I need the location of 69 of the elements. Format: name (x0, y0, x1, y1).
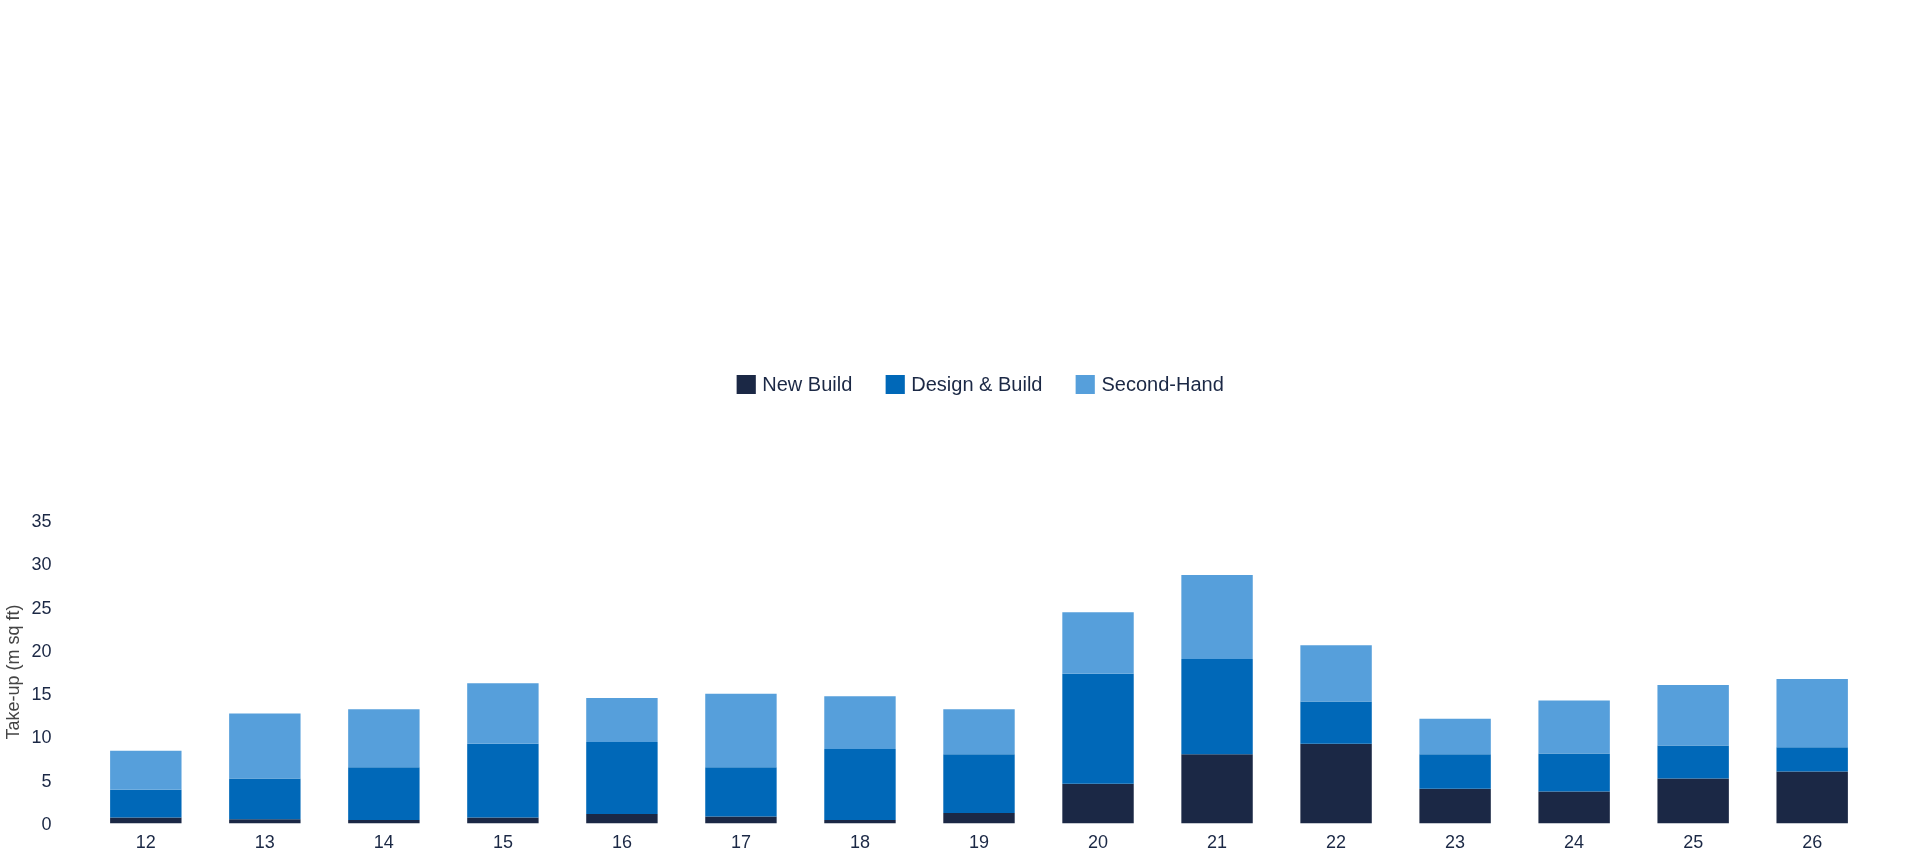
bar (467, 683, 539, 744)
x-tick-label: 23 (1445, 831, 1466, 852)
bar (1181, 659, 1253, 755)
x-tick-label: 12 (135, 831, 156, 852)
x-tick-label: 20 (1088, 831, 1109, 852)
bar (1300, 701, 1372, 744)
y-tick-label: 10 (31, 727, 52, 748)
bar (229, 778, 301, 820)
bar (586, 697, 658, 743)
bar (1062, 783, 1134, 824)
x-tick-label: 24 (1564, 831, 1585, 852)
bar (824, 749, 896, 821)
bar (110, 817, 182, 824)
bar (1300, 743, 1372, 824)
x-tick-label: 19 (968, 831, 990, 852)
y-axis-title: Take-up (m sq ft) (3, 604, 24, 740)
y-tick-label: 15 (31, 684, 52, 705)
bar (1062, 673, 1134, 784)
bar (586, 742, 658, 814)
bar (1300, 645, 1372, 702)
bar (110, 750, 182, 790)
bar (1538, 791, 1610, 824)
bar (943, 813, 1015, 824)
bar (705, 767, 777, 817)
x-tick-label: 25 (1683, 831, 1704, 852)
bar (705, 693, 777, 768)
bar (467, 817, 539, 824)
bar (348, 767, 420, 821)
legend-label: Second-Hand (1101, 372, 1224, 396)
bar (467, 743, 539, 818)
bar (229, 819, 301, 824)
y-tick-label: 0 (41, 814, 52, 834)
y-tick-label: 30 (31, 554, 52, 575)
bar (1538, 700, 1610, 754)
bar (1776, 747, 1848, 772)
bar (110, 789, 182, 818)
x-tick-label: 13 (254, 831, 275, 852)
bar (1181, 575, 1253, 660)
x-tick-label: 17 (730, 831, 751, 852)
y-tick-label: 5 (41, 770, 52, 791)
bar (943, 754, 1015, 814)
bar (1657, 778, 1729, 824)
x-tick-label: 16 (611, 831, 632, 852)
y-tick-label: 20 (31, 640, 52, 661)
y-tick-label: 35 (31, 511, 52, 531)
bar (824, 696, 896, 750)
bar (1419, 718, 1491, 755)
legend-label: Design & Build (911, 372, 1043, 396)
x-tick-label: 22 (1326, 831, 1347, 852)
bar (586, 813, 658, 824)
bar (1657, 745, 1729, 779)
bar (1776, 771, 1848, 824)
legend-label: New Build (762, 372, 853, 396)
bar (229, 713, 301, 779)
bar (1419, 788, 1491, 824)
bar (1181, 754, 1253, 824)
bar (1776, 678, 1848, 748)
y-tick-label: 25 (31, 597, 52, 618)
bar (1657, 684, 1729, 746)
bar (943, 709, 1015, 755)
bar (1419, 754, 1491, 789)
bar (1538, 753, 1610, 792)
x-tick-label: 15 (492, 831, 513, 852)
bar (348, 709, 420, 768)
x-tick-label: 18 (849, 831, 870, 852)
x-tick-label: 14 (373, 831, 394, 852)
x-tick-label: 21 (1207, 831, 1228, 852)
bar (1062, 612, 1134, 674)
x-tick-label: 26 (1802, 831, 1823, 852)
